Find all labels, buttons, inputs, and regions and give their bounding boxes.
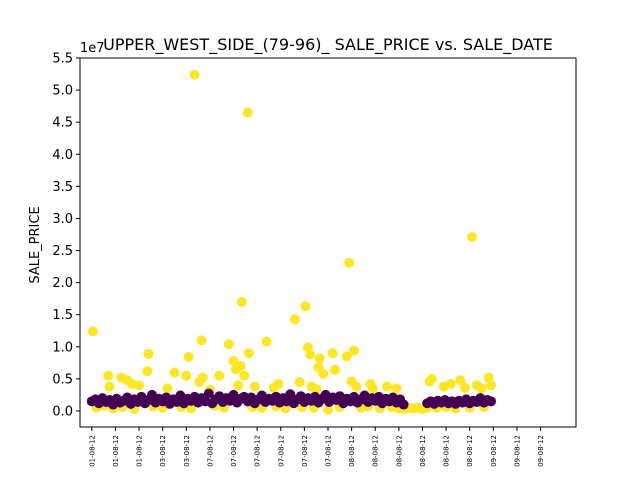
- data-point: [143, 348, 154, 359]
- data-point: [348, 345, 359, 356]
- data-point: [467, 232, 478, 243]
- chart-title: UPPER_WEST_SIDE_(79-96)_ SALE_PRICE vs. …: [103, 35, 553, 55]
- y-tick-label: 3.5: [52, 180, 73, 195]
- data-point: [104, 381, 115, 392]
- x-tick-label: 01-08-12: [136, 435, 144, 467]
- x-tick-label: 07-08-12: [277, 435, 285, 467]
- data-point: [233, 380, 244, 391]
- x-tick-label: 07-08-12: [206, 435, 214, 467]
- data-point: [483, 372, 494, 383]
- y-axis-ticks: 0.0 0.5 1.0 1.5 2.0 2.5 3.0 3.5 4.0 4.5 5.0 5.5: [52, 52, 80, 419]
- data-point: [181, 370, 192, 381]
- data-point: [249, 381, 260, 392]
- data-point: [162, 383, 173, 394]
- x-tick-label: 08-08-12: [372, 435, 380, 467]
- data-point: [142, 366, 153, 377]
- x-tick-label: 08-08-12: [348, 435, 356, 467]
- data-point: [285, 389, 296, 400]
- data-point: [382, 381, 393, 392]
- data-point: [305, 349, 316, 360]
- data-point: [243, 348, 254, 359]
- data-point: [300, 301, 311, 312]
- data-point: [103, 370, 114, 381]
- x-tick-label: 07-08-12: [230, 435, 238, 467]
- x-tick-label: 03-08-12: [183, 435, 191, 467]
- data-point: [87, 326, 98, 337]
- data-point: [341, 351, 352, 362]
- y-axis-label: SALE_PRICE: [28, 206, 43, 283]
- data-point: [485, 396, 496, 407]
- x-tick-label: 08-08-12: [419, 435, 427, 467]
- data-point: [294, 377, 305, 388]
- y-tick-label: 4.5: [52, 116, 73, 131]
- x-tick-label: 08-08-12: [443, 435, 451, 467]
- x-tick-label: 07-08-12: [254, 435, 262, 467]
- data-point: [445, 379, 456, 389]
- y-tick-label: 1.5: [52, 308, 73, 323]
- x-tick-label: 09-08-12: [537, 435, 545, 467]
- data-point: [183, 352, 194, 363]
- data-point: [223, 339, 234, 350]
- x-tick-label: 09-08-12: [490, 435, 498, 467]
- data-point: [289, 314, 300, 325]
- data-point: [239, 370, 250, 381]
- x-tick-label: 03-08-12: [159, 435, 167, 467]
- data-point: [197, 372, 208, 383]
- y-tick-label: 5.0: [52, 84, 73, 99]
- data-point: [196, 335, 207, 346]
- data-point: [242, 107, 253, 118]
- data-point: [311, 384, 322, 395]
- data-point: [455, 375, 466, 386]
- y-tick-label: 3.0: [52, 212, 73, 227]
- data-point: [426, 373, 437, 384]
- data-point: [476, 383, 487, 394]
- data-point: [134, 380, 145, 391]
- data-point: [228, 355, 239, 366]
- y-tick-label: 5.5: [52, 52, 73, 67]
- data-point: [351, 381, 362, 392]
- data-point: [344, 257, 355, 268]
- data-point: [314, 353, 325, 364]
- data-point: [318, 368, 329, 379]
- y-tick-label: 0.0: [52, 404, 73, 419]
- x-axis-ticks: 01-08-12 01-08-12 01-08-12 03-08-12 03-08-12…: [88, 427, 545, 467]
- x-tick-label: 08-08-12: [466, 435, 474, 467]
- x-tick-label: 07-08-12: [301, 435, 309, 467]
- y-tick-label: 2.5: [52, 244, 73, 259]
- y-tick-label: 4.0: [52, 148, 73, 163]
- data-point: [236, 296, 247, 307]
- data-point: [391, 383, 402, 394]
- data-point: [398, 399, 409, 410]
- y-tick-label: 2.0: [52, 276, 73, 291]
- data-points: [86, 69, 496, 415]
- data-point: [330, 364, 341, 375]
- data-point: [327, 348, 338, 359]
- x-tick-label: 01-08-12: [88, 435, 96, 467]
- x-tick-label: 08-08-12: [395, 435, 403, 467]
- data-point: [214, 370, 225, 381]
- data-point: [186, 403, 197, 414]
- data-point: [203, 388, 214, 399]
- data-point: [485, 380, 496, 391]
- y-axis-offset-label: 1e7: [80, 41, 105, 56]
- data-point: [367, 383, 378, 394]
- plot-area-frame: [79, 57, 577, 428]
- data-point: [169, 367, 180, 378]
- data-point: [273, 379, 284, 389]
- x-tick-label: 09-08-12: [513, 435, 521, 467]
- data-point: [323, 404, 333, 415]
- data-point: [235, 361, 246, 372]
- data-point: [261, 336, 272, 347]
- y-tick-label: 0.5: [52, 372, 73, 387]
- data-point: [459, 382, 470, 393]
- x-tick-label: 07-08-12: [325, 435, 333, 467]
- y-tick-label: 1.0: [52, 340, 73, 355]
- data-point: [189, 69, 200, 80]
- x-tick-label: 01-08-12: [112, 435, 120, 467]
